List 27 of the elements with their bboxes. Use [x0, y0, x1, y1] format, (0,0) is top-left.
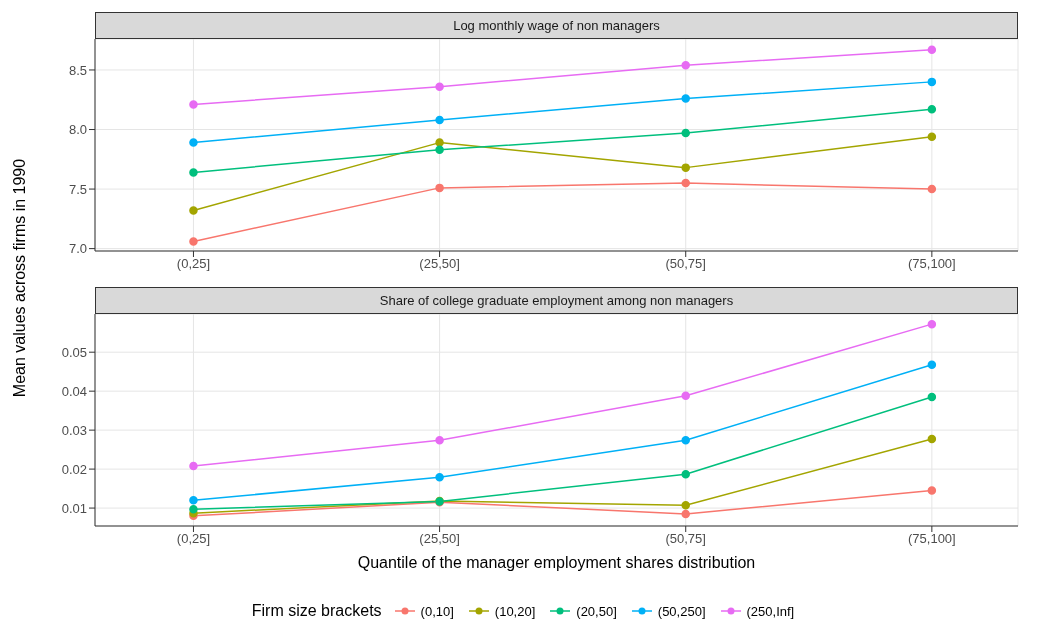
x-tick-label: (50,75]	[665, 256, 706, 272]
chart-title: Share of college graduate employment among non managers	[95, 287, 1018, 314]
x-tick-label: (50,75]	[665, 531, 706, 547]
x-tick-label: (0,25]	[176, 256, 211, 272]
y-tick-label: 7.5	[68, 181, 87, 197]
y-axis-title: Mean values across firms in 1990	[11, 158, 29, 398]
x-tick-label: (0,25]	[176, 531, 211, 547]
y-tick-label: 8.5	[68, 62, 87, 78]
y-tick-label: 0.03	[61, 422, 87, 438]
legend-label: (10,20]	[494, 603, 536, 619]
y-tick-label: 0.05	[61, 344, 87, 360]
x-tick-label: (25,50]	[419, 531, 460, 547]
y-tick-label: 7.0	[68, 241, 87, 257]
x-tick-label: (75,100]	[908, 256, 956, 272]
legend-label: (0,10]	[420, 603, 454, 619]
x-tick-label: (75,100]	[908, 531, 956, 547]
legend-label: (20,50]	[576, 603, 617, 619]
legend-label: (50,250]	[657, 603, 706, 619]
y-tick-label: 0.04	[61, 383, 87, 399]
legend-title: Firm size brackets	[251, 602, 382, 620]
x-tick-label: (25,50]	[419, 256, 460, 272]
y-tick-label: 8.0	[68, 122, 87, 138]
y-tick-label: 0.01	[61, 500, 87, 516]
chart-title: Log monthly wage of non managers	[95, 12, 1018, 39]
legend-label: (250,Inf]	[746, 603, 795, 619]
y-tick-label: 0.02	[61, 461, 87, 477]
x-axis-title: Quantile of the manager employment shares distribution	[356, 554, 757, 572]
